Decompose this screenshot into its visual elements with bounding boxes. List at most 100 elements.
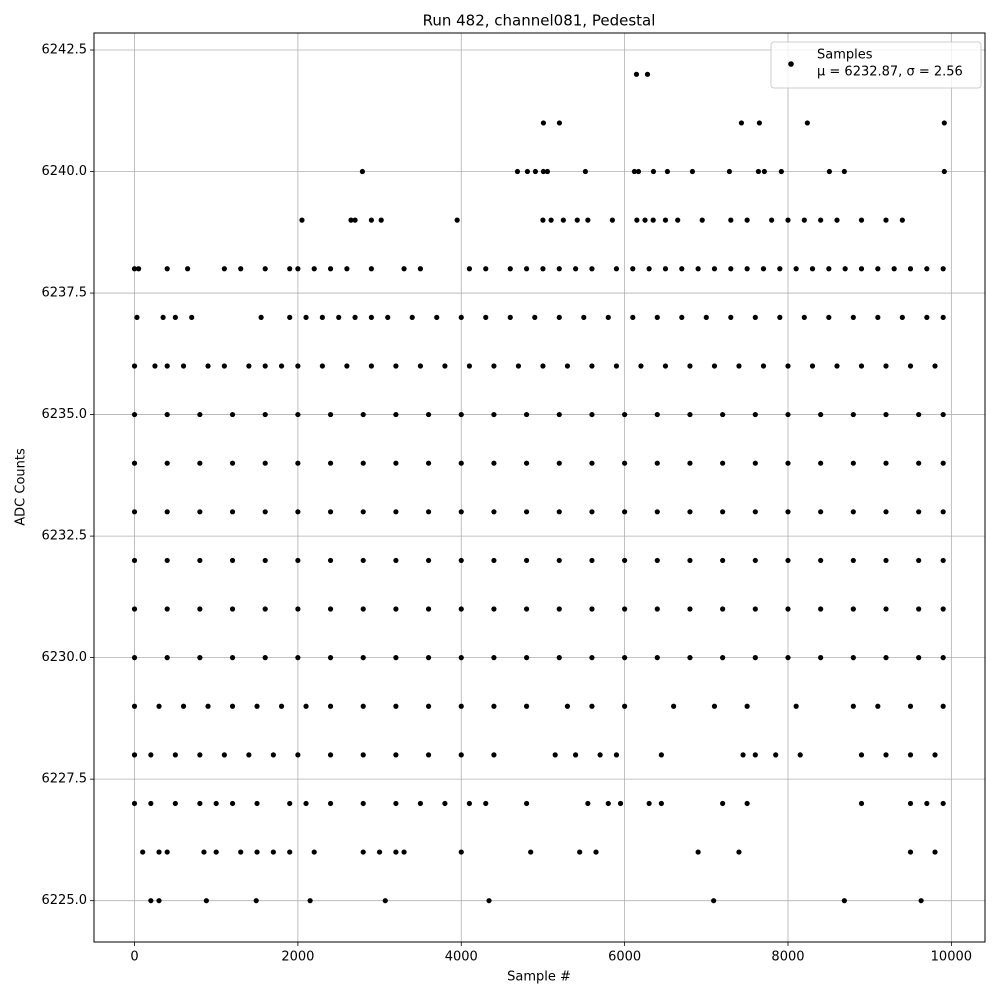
point — [818, 606, 824, 612]
point — [924, 800, 930, 807]
point — [613, 752, 620, 758]
point — [769, 217, 775, 223]
point — [850, 655, 856, 661]
point — [295, 509, 301, 515]
point — [650, 217, 656, 223]
point — [311, 849, 317, 855]
point — [523, 411, 530, 418]
point — [368, 363, 374, 369]
point — [254, 849, 260, 855]
point — [940, 411, 946, 418]
point — [634, 217, 640, 223]
point — [736, 363, 742, 369]
point — [597, 752, 603, 758]
point — [156, 703, 162, 709]
point — [458, 460, 464, 466]
point — [246, 752, 252, 758]
point — [523, 703, 530, 709]
point — [229, 460, 236, 466]
point — [229, 557, 236, 564]
point — [932, 849, 938, 855]
point — [368, 266, 374, 272]
point — [589, 266, 595, 272]
point — [711, 363, 718, 369]
point — [695, 849, 701, 855]
point — [378, 217, 384, 223]
point — [172, 752, 178, 758]
point — [752, 411, 758, 418]
point — [425, 557, 432, 564]
point — [540, 120, 547, 126]
point — [221, 266, 227, 272]
point — [589, 655, 595, 661]
point — [589, 606, 595, 612]
point — [875, 266, 881, 272]
point — [744, 703, 750, 709]
point — [425, 752, 432, 758]
point — [785, 411, 791, 418]
point — [883, 509, 889, 515]
point — [458, 655, 464, 661]
point — [850, 314, 856, 320]
point — [401, 266, 407, 272]
point — [711, 898, 717, 904]
point — [646, 266, 652, 272]
point — [875, 314, 881, 320]
point — [393, 800, 399, 807]
point — [778, 168, 784, 175]
y-tick-label: 6242.5 — [42, 43, 88, 58]
x-tick-label: 6000 — [608, 950, 641, 965]
point — [940, 460, 946, 466]
point — [826, 314, 832, 320]
point — [205, 363, 211, 369]
point — [858, 800, 865, 807]
point — [152, 363, 158, 369]
point — [605, 800, 611, 807]
point — [466, 363, 473, 369]
point — [540, 363, 546, 369]
point — [738, 120, 745, 126]
point — [515, 363, 522, 369]
point — [760, 266, 767, 272]
point — [687, 606, 693, 612]
point — [425, 606, 432, 612]
point — [458, 314, 464, 320]
point — [613, 266, 620, 272]
point — [556, 266, 562, 272]
point — [393, 509, 399, 515]
point — [180, 703, 187, 709]
point — [135, 266, 142, 272]
point — [454, 217, 460, 223]
point — [605, 314, 611, 320]
point — [785, 655, 791, 661]
point — [785, 557, 791, 564]
point — [409, 314, 415, 320]
point — [185, 266, 191, 272]
point — [327, 800, 334, 807]
point — [540, 168, 547, 175]
point — [841, 898, 847, 904]
point — [197, 655, 203, 661]
point — [818, 557, 824, 564]
point — [635, 168, 642, 175]
point — [344, 363, 350, 369]
point — [932, 363, 938, 369]
point — [458, 509, 464, 515]
point — [589, 460, 595, 466]
point — [262, 363, 268, 369]
point — [466, 266, 473, 272]
point — [164, 849, 170, 855]
point — [777, 266, 783, 272]
point — [319, 363, 325, 369]
point — [319, 314, 325, 320]
point — [850, 703, 856, 709]
point — [689, 168, 696, 175]
point — [131, 266, 138, 272]
point — [760, 363, 767, 369]
point — [262, 509, 268, 515]
point — [180, 363, 187, 369]
point — [131, 655, 138, 661]
point — [687, 655, 693, 661]
point — [679, 314, 685, 320]
x-tick-label: 4000 — [445, 950, 478, 965]
